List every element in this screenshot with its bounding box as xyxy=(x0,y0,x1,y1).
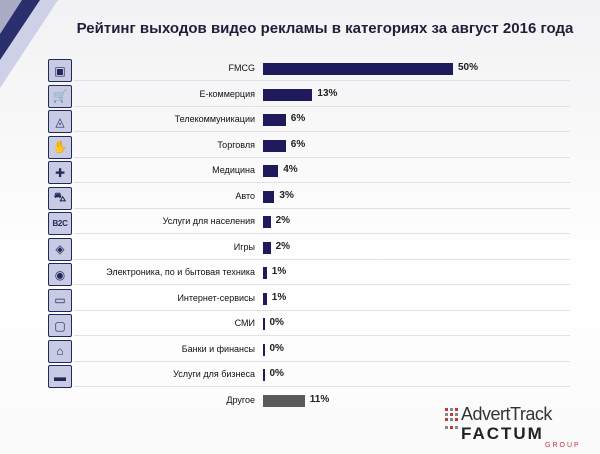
row-divider xyxy=(74,233,570,234)
cart-icon: 🛒 xyxy=(48,84,72,108)
row-divider xyxy=(74,207,570,209)
bank-icon: ⌂ xyxy=(48,339,72,363)
bar-row: ⛍ Авто 3% xyxy=(0,186,600,210)
bar-row: ◉ Электроника, по и бытовая техника 1% xyxy=(0,263,600,286)
value-label: 0% xyxy=(269,317,284,328)
bar-row: ◈ Игры 2% xyxy=(0,237,600,261)
tv-icon: ▢ xyxy=(48,314,72,337)
row-divider xyxy=(74,284,570,285)
logo-line3: GROUP xyxy=(545,442,581,449)
logo-line2: FACTUM xyxy=(461,424,544,443)
category-label: Телекоммуникации xyxy=(174,114,255,124)
bar xyxy=(263,394,305,407)
category-label: Услуги для населения xyxy=(162,216,255,226)
adverttrack-factum-logo: AdvertTrack FACTUM GROUP xyxy=(445,402,595,452)
row-divider xyxy=(74,360,570,362)
bar xyxy=(263,88,313,101)
bar-row: ◬ Телекоммуникации 6% xyxy=(0,110,600,133)
value-label: 3% xyxy=(279,189,294,201)
row-divider xyxy=(74,309,570,311)
value-label: 0% xyxy=(269,368,284,379)
row-divider xyxy=(74,156,570,158)
row-divider xyxy=(74,131,570,132)
row-divider xyxy=(74,335,570,336)
handshake-icon: ✋ xyxy=(48,135,72,159)
row-divider xyxy=(74,80,570,81)
value-label: 2% xyxy=(275,215,291,226)
briefcase-icon: ▬ xyxy=(48,365,72,388)
bar xyxy=(263,139,286,152)
bar xyxy=(263,343,265,356)
decorative-triangles xyxy=(0,0,58,88)
value-label: 4% xyxy=(283,164,298,175)
bar xyxy=(263,241,271,254)
logo-line1: AdvertTrack xyxy=(461,404,552,424)
bar-row: ▬ Услуги для бизнеса 0% xyxy=(0,365,600,388)
category-label: Авто xyxy=(235,190,255,201)
bar xyxy=(263,292,267,305)
value-label: 11% xyxy=(309,393,330,405)
category-label: Банки и финансы xyxy=(181,343,255,354)
bar xyxy=(263,318,265,330)
value-label: 50% xyxy=(458,62,479,73)
b2c-icon: B2C xyxy=(48,212,72,235)
car-icon: ⛍ xyxy=(48,186,72,210)
value-label: 1% xyxy=(271,266,287,277)
category-label: Медицина xyxy=(212,165,255,175)
value-label: 1% xyxy=(271,291,287,303)
monitor-icon: ▭ xyxy=(48,288,72,312)
value-label: 13% xyxy=(317,87,338,99)
bar-row: ▢ СМИ 0% xyxy=(0,314,600,337)
bar xyxy=(263,165,279,177)
category-label: Интернет-сервисы xyxy=(177,292,255,303)
washer-icon: ◉ xyxy=(48,263,72,286)
bar-row: ⌂ Банки и финансы 0% xyxy=(0,339,600,363)
category-label: СМИ xyxy=(234,318,255,328)
logo-grid-icon xyxy=(445,408,458,429)
gamepad-icon: ◈ xyxy=(48,237,72,261)
bar-row: 🛒 E-коммерция 13% xyxy=(0,84,600,108)
category-label: E-коммерция xyxy=(199,88,256,99)
medical-icon: ✚ xyxy=(48,161,72,184)
value-label: 6% xyxy=(290,138,306,150)
bar xyxy=(263,63,453,75)
row-divider xyxy=(74,258,570,260)
row-divider xyxy=(74,386,570,387)
bar-row: ✚ Медицина 4% xyxy=(0,161,600,184)
bar xyxy=(263,114,286,126)
bar-row: ▣ FMCG 50% xyxy=(0,59,600,82)
bar xyxy=(263,369,265,381)
bar-row: Другое 11% xyxy=(0,391,600,413)
row-divider xyxy=(74,105,570,107)
chart-title: Рейтинг выходов видео рекламы в категори… xyxy=(76,20,574,37)
bar xyxy=(263,216,271,228)
bar-row: ▭ Интернет-сервисы 1% xyxy=(0,288,600,312)
value-label: 0% xyxy=(269,342,284,354)
factory-icon: ▣ xyxy=(48,59,72,82)
category-label: Услуги для бизнеса xyxy=(173,369,255,379)
category-label: Другое xyxy=(226,394,255,405)
antenna-icon: ◬ xyxy=(48,110,72,133)
category-label: Электроника, по и бытовая техника xyxy=(106,267,255,277)
category-label: FMCG xyxy=(228,63,256,73)
category-label: Торговля xyxy=(217,139,255,150)
value-label: 2% xyxy=(275,240,291,252)
row-divider xyxy=(74,182,570,183)
value-label: 6% xyxy=(290,113,306,124)
bar-row: B2C Услуги для населения 2% xyxy=(0,212,600,235)
bar-row: ✋ Торговля 6% xyxy=(0,135,600,159)
category-label: Игры xyxy=(233,241,255,252)
bar xyxy=(263,190,275,203)
bar xyxy=(263,267,267,279)
